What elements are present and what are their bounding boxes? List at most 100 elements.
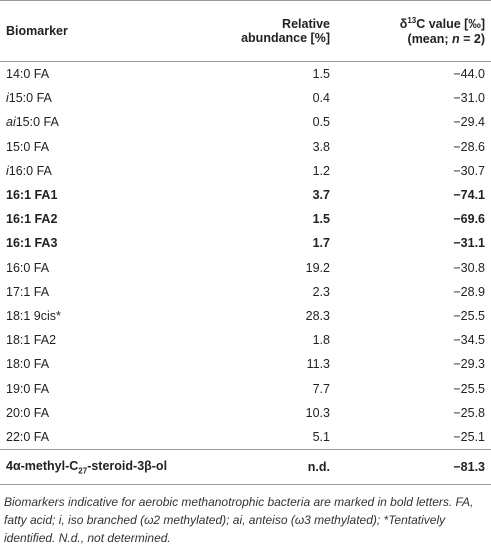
- cell: −74.1: [453, 188, 485, 203]
- cell: 5.1: [312, 429, 330, 444]
- header-text: Biomarker: [6, 24, 68, 38]
- table-body: 14:0 FA 1.5 −44.0 i15:0 FA 0.4 −31.0 ai15:0 FA…: [0, 62, 491, 450]
- cell: 15:0 FA: [0, 135, 200, 159]
- table-footer-row: 4α-methyl-C27-steroid-3β-ol n.d. −81.3: [0, 449, 491, 485]
- cell: ai15:0 FA: [0, 110, 200, 134]
- cell: −30.8: [453, 260, 485, 275]
- header-row: Biomarker Relative abundance [%] δ13C val…: [0, 0, 491, 62]
- row: 18:1 9cis* 28.3 −25.5: [0, 304, 491, 328]
- header-text: (mean;: [407, 31, 452, 46]
- cell: −30.7: [453, 163, 485, 178]
- row: 20:0 FA 10.3 −25.8: [0, 401, 491, 425]
- cell: −31.1: [453, 236, 485, 251]
- table-header: Biomarker Relative abundance [%] δ13C val…: [0, 0, 491, 62]
- cell-text: 16:0 FA: [8, 163, 52, 178]
- row: ai15:0 FA 0.5 −29.4: [0, 110, 491, 134]
- cell-text: 18:0 FA: [6, 357, 50, 372]
- cell: −29.3: [453, 357, 485, 372]
- cell: 1.8: [312, 333, 330, 348]
- header-text: C value [‰]: [416, 17, 485, 32]
- cell-text: 16:0 FA: [6, 260, 50, 275]
- cell: 1.5: [312, 67, 330, 82]
- cell-text: 15:0 FA: [8, 91, 52, 106]
- cell-text: 15:0 FA: [15, 115, 59, 130]
- cell-sub: 27: [78, 466, 88, 476]
- cell: 22:0 FA: [0, 425, 200, 450]
- cell: 18:0 FA: [0, 352, 200, 376]
- cell-text: 19:0 FA: [6, 381, 50, 396]
- cell: −25.5: [453, 308, 485, 323]
- cell-text: 16:1 FA1: [6, 188, 58, 203]
- cell: i16:0 FA: [0, 159, 200, 183]
- cell: 17:1 FA: [0, 280, 200, 304]
- cell: 0.4: [312, 91, 330, 106]
- row: i15:0 FA 0.4 −31.0: [0, 86, 491, 110]
- cell: −25.1: [453, 429, 485, 444]
- cell-prefix: ai: [6, 115, 16, 130]
- cell-text: -steroid-3β-ol: [87, 458, 168, 473]
- cell-text: 4α-methyl-C: [6, 458, 79, 473]
- cell: −28.6: [453, 139, 485, 154]
- header-cell: δ13C value [‰] (mean; n = 2): [336, 0, 491, 62]
- cell: −25.8: [453, 405, 485, 420]
- cell: 2.3: [312, 284, 330, 299]
- cell-text: 15:0 FA: [6, 139, 50, 154]
- cell-text: 18:1 FA2: [6, 333, 57, 348]
- row: 18:0 FA 11.3 −29.3: [0, 352, 491, 376]
- row: 16:0 FA 19.2 −30.8: [0, 256, 491, 280]
- header-text: abundance [%]: [241, 31, 330, 45]
- cell: 18:1 9cis*: [0, 304, 200, 328]
- row: 16:1 FA3 1.7 −31.1: [0, 231, 491, 255]
- cell: 3.7: [312, 188, 330, 203]
- data-table: Biomarker Relative abundance [%] δ13C val…: [0, 0, 491, 485]
- cell: −31.0: [453, 91, 485, 106]
- cell: 19:0 FA: [0, 376, 200, 400]
- cell: 28.3: [305, 308, 330, 323]
- header-cell: Biomarker: [0, 0, 200, 62]
- cell: 0.5: [312, 115, 330, 130]
- cell: −25.5: [453, 381, 485, 396]
- cell: 16:1 FA2: [0, 207, 200, 231]
- cell-text: 20:0 FA: [6, 405, 50, 420]
- header-text: = 2): [459, 31, 485, 46]
- cell: 18:1 FA2: [0, 328, 200, 352]
- cell: 3.8: [312, 139, 330, 154]
- cell-text: 22:0 FA: [6, 429, 50, 444]
- row: 22:0 FA 5.1 −25.1: [0, 425, 491, 450]
- row: 18:1 FA2 1.8 −34.5: [0, 328, 491, 352]
- header-cell: Relative abundance [%]: [200, 0, 336, 62]
- row: i16:0 FA 1.2 −30.7: [0, 159, 491, 183]
- cell: −28.9: [453, 284, 485, 299]
- cell: 1.7: [312, 236, 330, 251]
- cell: i15:0 FA: [0, 86, 200, 110]
- cell-prefix: i: [6, 163, 9, 178]
- cell: 7.7: [312, 381, 330, 396]
- cell: 10.3: [305, 405, 330, 420]
- cell-text: 16:1 FA3: [6, 236, 58, 251]
- row: 14:0 FA 1.5 −44.0: [0, 62, 491, 87]
- cell: 20:0 FA: [0, 401, 200, 425]
- cell-text: 16:1 FA2: [6, 212, 58, 227]
- row: 16:1 FA2 1.5 −69.6: [0, 207, 491, 231]
- cell: 16:1 FA3: [0, 231, 200, 255]
- cell: −34.5: [453, 333, 485, 348]
- header-text: δ: [399, 17, 408, 32]
- header-text: Relative: [282, 17, 330, 31]
- row: 15:0 FA 3.8 −28.6: [0, 135, 491, 159]
- cell: 11.3: [306, 357, 330, 372]
- cell-text: 18:1 9cis*: [6, 308, 61, 323]
- cell: 1.2: [312, 163, 330, 178]
- cell: −44.0: [453, 67, 485, 82]
- footnote: Biomarkers indicative for aerobic methan…: [4, 495, 474, 545]
- row: 4α-methyl-C27-steroid-3β-ol n.d. −81.3: [0, 449, 491, 485]
- cell: −81.3: [336, 449, 491, 485]
- cell: −29.4: [453, 115, 485, 130]
- cell: n.d.: [200, 449, 336, 485]
- row: 16:1 FA1 3.7 −74.1: [0, 183, 491, 207]
- cell: −69.6: [453, 212, 485, 227]
- row: 19:0 FA 7.7 −25.5: [0, 376, 491, 400]
- cell-text: 17:1 FA: [6, 284, 50, 299]
- cell: 16:1 FA1: [0, 183, 200, 207]
- cell: 14:0 FA: [0, 62, 200, 87]
